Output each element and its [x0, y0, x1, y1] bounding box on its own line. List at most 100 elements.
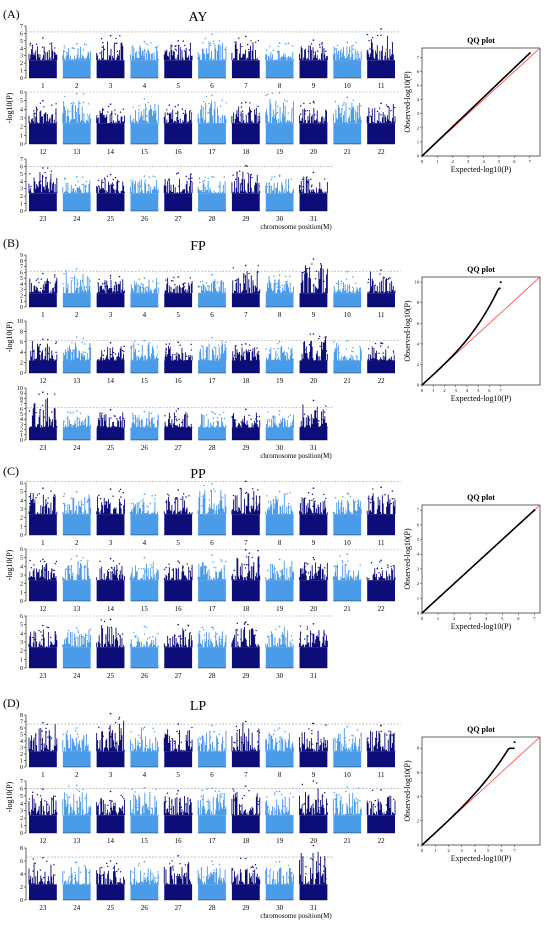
chromosome-label: 5: [176, 539, 180, 547]
chromosome-label: 12: [39, 377, 47, 385]
snp-point: [309, 102, 311, 105]
snp-point: [150, 412, 153, 415]
qq-y-tick-label: 4: [417, 97, 420, 102]
qq-x-tick-label: 2: [453, 616, 455, 621]
snp-point: [257, 105, 259, 108]
snp-point: [291, 45, 294, 47]
snp-point: [55, 351, 57, 354]
snp-point: [44, 569, 46, 571]
snp-point: [35, 497, 37, 499]
snp-point: [246, 165, 248, 167]
qq-y-tick-label: 10: [415, 280, 420, 285]
snp-point: [387, 566, 389, 568]
snp-point: [267, 636, 270, 638]
chromosome-label: 12: [39, 148, 47, 156]
snp-point: [208, 109, 211, 111]
snp-point: [249, 109, 251, 112]
snp-peak: [143, 625, 146, 628]
snp-point: [284, 99, 286, 102]
snp-point: [289, 876, 292, 878]
snp-point: [138, 105, 140, 107]
snp-point: [123, 345, 125, 348]
snp-point: [145, 115, 147, 117]
y-tick-label: 0: [20, 599, 23, 605]
snp-point: [236, 49, 238, 51]
snp-point: [236, 729, 238, 732]
y-tick-label: 0: [20, 209, 23, 215]
snp-point: [110, 626, 113, 629]
snp-point: [54, 494, 56, 496]
snp-point: [225, 560, 227, 563]
snp-point: [212, 561, 214, 563]
snp-point: [277, 342, 279, 345]
snp-point: [391, 734, 393, 736]
snp-point: [374, 806, 376, 808]
snp-peak: [245, 264, 247, 267]
snp-point: [152, 280, 154, 282]
snp-point: [191, 568, 193, 570]
snp-point: [46, 352, 49, 355]
snp-point: [77, 180, 79, 183]
snp-point: [268, 350, 271, 352]
chromosome-label: 19: [276, 837, 284, 845]
snp-point: [233, 790, 235, 792]
snp-point: [32, 350, 34, 353]
snp-bulk: [265, 123, 294, 144]
snp-point: [119, 871, 122, 873]
snp-point: [234, 41, 236, 43]
chromosome-block-24: 24: [62, 176, 92, 223]
qq-x-tick-label: 4: [474, 848, 477, 853]
snp-peak: [380, 559, 382, 562]
snp-spikes: [163, 345, 193, 361]
snp-point: [355, 41, 357, 44]
snp-bulk: [367, 751, 395, 767]
snp-spikes: [231, 270, 261, 294]
snp-point: [145, 108, 147, 111]
chromosome-label: 31: [310, 215, 318, 223]
snp-spikes: [163, 412, 193, 428]
chromosome-block-13: 13: [62, 555, 92, 613]
qq-title: QQ plot: [467, 36, 495, 45]
snp-point: [307, 572, 310, 574]
snp-point: [236, 279, 238, 281]
snp-point: [142, 284, 144, 286]
snp-point: [114, 639, 117, 641]
snp-point: [287, 42, 290, 45]
qq-x-tick-label: 4: [466, 388, 469, 393]
snp-bulk: [96, 427, 125, 440]
snp-point: [265, 871, 267, 874]
snp-point: [234, 742, 236, 744]
snp-point: [47, 167, 49, 169]
snp-point: [273, 729, 276, 732]
snp-point: [393, 798, 395, 801]
snp-point: [85, 734, 88, 737]
snp-point: [290, 634, 293, 637]
snp-point: [235, 725, 238, 728]
snp-point: [385, 282, 388, 284]
snp-point: [271, 176, 273, 178]
snp-point: [184, 282, 186, 284]
snp-point: [35, 735, 37, 737]
chromosome-label: 29: [242, 904, 250, 912]
snp-point: [168, 104, 171, 106]
chromosome-label: 23: [39, 672, 47, 680]
chromosome-label: 16: [175, 837, 183, 845]
snp-point: [344, 740, 346, 743]
snp-point: [376, 34, 379, 37]
snp-point: [85, 185, 87, 188]
snp-point: [252, 866, 254, 869]
snp-point: [387, 801, 389, 803]
chromosome-label: 15: [141, 837, 149, 845]
chromosome-block-1: 1: [29, 272, 58, 319]
snp-point: [143, 50, 146, 52]
chromosome-label: 13: [73, 148, 81, 156]
y-tick-label: 8: [20, 713, 23, 719]
chromosome-block-20: 20: [299, 333, 328, 385]
snp-point: [391, 498, 393, 500]
snp-point: [70, 874, 73, 877]
chromosome-block-23: 23: [28, 167, 58, 223]
snp-point: [40, 801, 42, 804]
snp-point: [137, 185, 140, 188]
snp-point: [254, 634, 257, 637]
snp-point: [359, 564, 361, 566]
